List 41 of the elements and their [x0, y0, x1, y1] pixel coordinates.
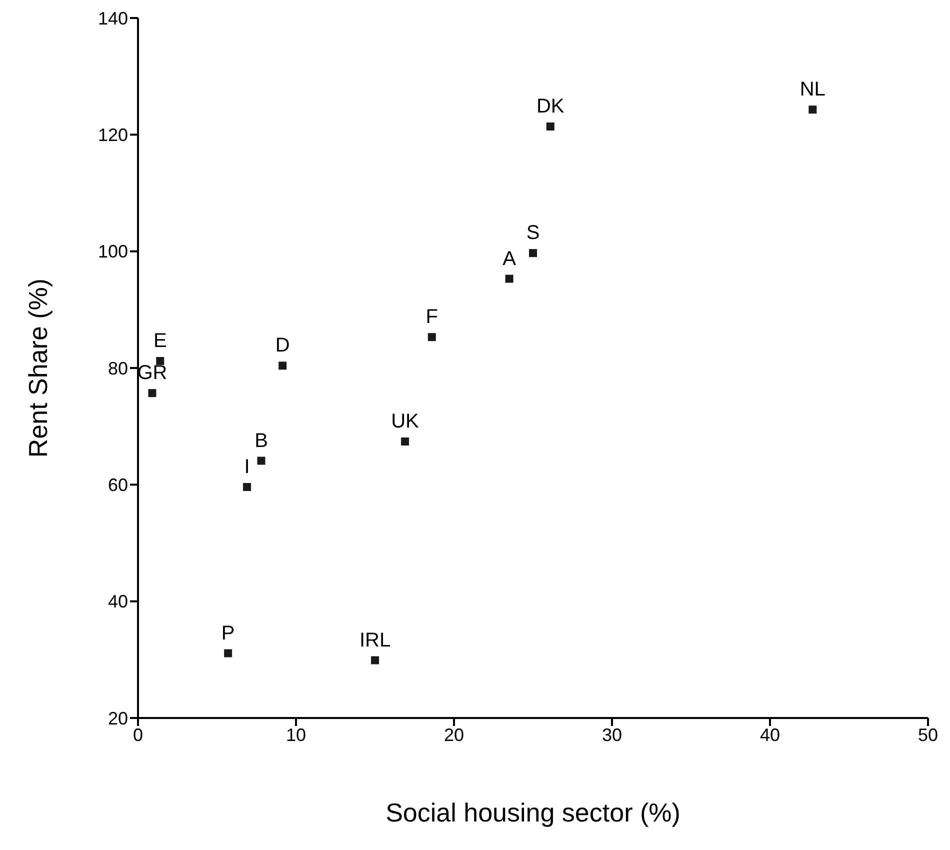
- annotation: UK: [391, 410, 420, 432]
- y-tick-label: 20: [108, 708, 128, 728]
- x-axis-title: Social housing sector (%): [386, 797, 680, 828]
- point: [148, 389, 156, 398]
- y-tick-label: 120: [98, 125, 128, 146]
- y-tick-label: 80: [108, 358, 128, 378]
- annotation: A: [502, 248, 517, 270]
- point: [428, 333, 436, 342]
- x-tick-label: 30: [602, 724, 622, 745]
- point: [529, 249, 537, 258]
- y-tick-label: 100: [98, 242, 128, 262]
- annotation: NL: [800, 78, 826, 101]
- annotation: F: [426, 306, 438, 328]
- annotation: DK: [536, 96, 565, 118]
- x-tick-label: 20: [444, 724, 464, 745]
- point: [371, 656, 379, 664]
- x-tick-label: 0: [132, 724, 144, 745]
- point: [156, 357, 164, 365]
- point: [224, 649, 232, 658]
- point: [257, 456, 266, 465]
- point: [808, 106, 817, 114]
- x-tick-label: 10: [286, 724, 306, 745]
- y-tick-label: 60: [108, 475, 128, 496]
- annotation: GR: [137, 362, 168, 384]
- annotation: IRL: [359, 629, 391, 652]
- annotation: S: [526, 222, 540, 244]
- annotation: D: [275, 334, 290, 357]
- y-axis-title: Rent Share (%): [23, 278, 54, 458]
- x-tick-label: 40: [760, 724, 780, 745]
- point: [505, 274, 514, 283]
- annotation: I: [244, 456, 250, 478]
- annotation: P: [221, 622, 235, 644]
- y-tick-label: 140: [98, 8, 128, 28]
- point: [243, 483, 252, 491]
- point: [401, 438, 410, 446]
- x-tick-label: 50: [918, 724, 938, 745]
- point: [546, 122, 554, 130]
- annotation: B: [254, 430, 268, 452]
- annotation: E: [153, 330, 167, 352]
- y-tick-label: 40: [108, 592, 128, 612]
- point: [278, 362, 287, 370]
